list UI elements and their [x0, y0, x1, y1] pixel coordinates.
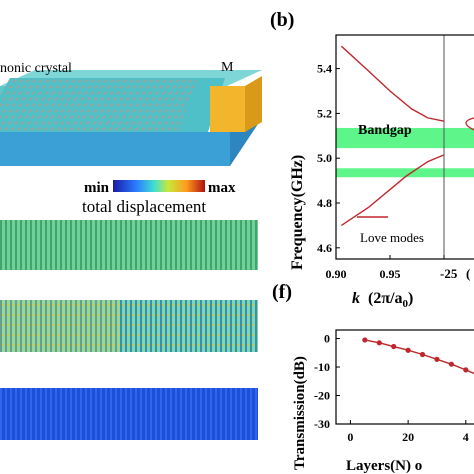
panel-f-xlabel: Layers(N) o [346, 458, 422, 474]
transmission-point [405, 347, 411, 353]
displacement-field-3 [0, 388, 258, 440]
m-label: M [221, 60, 234, 75]
xlabel-k: k [352, 290, 360, 307]
xlabel-sub: 0 [403, 298, 409, 310]
transmission-plot: 0 -10 -20 -30 0 20 4 [314, 329, 474, 444]
panel-f-ylabel: Transmission(dB) [292, 356, 308, 470]
y-tick-label: -20 [314, 389, 330, 403]
transmission-plot-frame [335, 329, 474, 425]
y-tick-label: 4.6 [317, 241, 332, 255]
x-tick-label: 0.95 [380, 267, 401, 281]
love-mode-curve-2 [341, 154, 445, 226]
transmission-point [434, 356, 440, 362]
bandgap-band-main [336, 127, 474, 149]
colorbar [113, 180, 205, 192]
bandgap-label: Bandgap [358, 123, 412, 138]
displacement-field-2 [0, 300, 258, 352]
y-tick-label: 4.8 [317, 196, 332, 210]
bandgap-band-lower [336, 168, 474, 178]
x-tick-label: 0 [347, 430, 353, 444]
y-tick-label: -10 [314, 360, 330, 374]
transmission-point [419, 351, 426, 358]
slab-front-face [0, 132, 230, 166]
crystal-label: nonic crystal [0, 61, 72, 76]
transmission-point [448, 361, 454, 367]
pillar-array [0, 78, 198, 132]
y-tick-label: 5.2 [317, 106, 332, 120]
band-plot: 5.4 5.2 5.0 4.8 4.6 0.90 0.95 [317, 34, 474, 281]
y-tick-label: 5.4 [317, 62, 332, 76]
y-tick-label: 0 [324, 332, 330, 346]
right-xtick-label: -25 [440, 266, 458, 281]
legend-label: Love modes [360, 230, 424, 245]
love-mode-curve-1 [340, 45, 445, 122]
colorbar-max-label: max [208, 180, 236, 196]
panel-b-label: (b) [270, 9, 294, 31]
y-tick-label: -30 [314, 417, 330, 431]
xlabel-unit: (2π/a [368, 290, 403, 307]
x-tick-label: 0.90 [326, 267, 347, 281]
panel-b-xlabel: k (2π/a0) [352, 290, 413, 310]
metal-block-m [210, 86, 245, 132]
transmission-point [463, 367, 469, 373]
colorbar-caption: total displacement [82, 197, 206, 216]
transmission-point [391, 343, 397, 350]
right-curve-fragment [465, 117, 474, 131]
x-tick-label: 20 [402, 430, 414, 444]
crystal-slab [0, 70, 262, 166]
y-tick-label: 5.0 [317, 151, 332, 165]
panel-b-ylabel: Frequency(GHz) [289, 155, 306, 270]
transmission-point [362, 337, 368, 343]
transmission-curve [364, 339, 474, 375]
panel-f-label: (f) [272, 281, 292, 303]
displacement-field-1 [0, 220, 258, 270]
colorbar-min-label: min [84, 180, 110, 196]
x-tick-label: 4 [463, 430, 469, 444]
band-plot-frame [335, 34, 474, 260]
xlabel-close: ) [408, 290, 413, 307]
transmission-point [376, 340, 382, 346]
right-xtick-suffix: ( [466, 266, 470, 281]
